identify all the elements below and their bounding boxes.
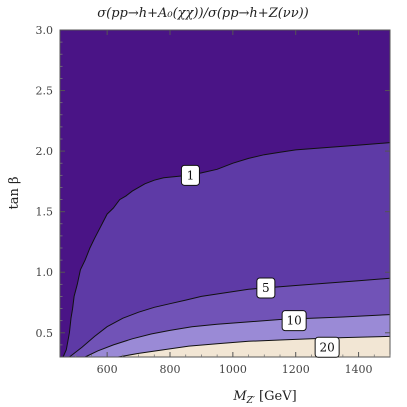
contour-label-20: 20	[320, 340, 335, 354]
y-axis-ticks: 0.5 1.0 1.5 2.0 2.5 3.0	[36, 24, 390, 346]
chart-title: σ(pp→h+A₀(χχ))/σ(pp→h+Z(νν))	[97, 6, 309, 21]
x-tick-label: 1200	[282, 363, 310, 376]
contour-label-box-10	[281, 310, 307, 332]
y-tick-label: 1.5	[36, 206, 54, 219]
contour-labels: 1 5 10 20	[180, 164, 340, 358]
contour-label-1: 1	[187, 168, 195, 182]
regions-layer	[60, 30, 391, 357]
contour-label-box-1	[180, 164, 200, 186]
contour-label-box-5	[256, 277, 276, 299]
x-tick-label: 600	[97, 363, 118, 376]
plot-frame	[59, 29, 391, 358]
x-tick-label: 1000	[219, 363, 247, 376]
x-axis-label-main: M	[232, 389, 247, 404]
contour-line-5	[69, 277, 391, 358]
y-tick-label: 2.0	[36, 145, 54, 158]
contour-label-box-20	[314, 336, 340, 358]
x-tick-label: 1400	[345, 363, 373, 376]
contour-label-5: 5	[262, 281, 270, 295]
contour-label-10: 10	[287, 314, 302, 328]
x-axis-ticks: 600 800 1000 1200 1400	[75, 30, 391, 376]
contour-line-10	[84, 314, 391, 358]
x-axis-label: MZ′ [GeV]	[232, 389, 296, 406]
contour-line-1	[62, 142, 391, 358]
y-tick-label: 2.5	[36, 85, 54, 98]
y-tick-label: 0.5	[36, 327, 54, 340]
y-axis-label: tan β	[7, 177, 22, 210]
x-axis-label-sub: Z′	[246, 396, 255, 406]
y-tick-label: 3.0	[36, 24, 54, 37]
y-tick-label: 1.0	[36, 266, 54, 279]
x-tick-label: 800	[160, 363, 181, 376]
x-axis-label-unit: [GeV]	[255, 389, 297, 404]
